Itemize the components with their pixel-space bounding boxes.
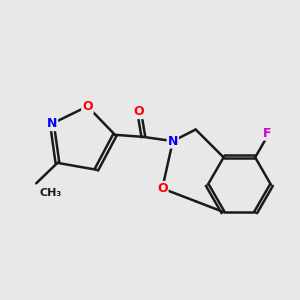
Text: O: O (134, 105, 145, 118)
Text: N: N (168, 135, 178, 148)
Text: F: F (262, 127, 271, 140)
Text: N: N (47, 117, 57, 130)
Text: CH₃: CH₃ (39, 188, 62, 197)
Text: O: O (82, 100, 93, 113)
Text: O: O (157, 182, 168, 195)
